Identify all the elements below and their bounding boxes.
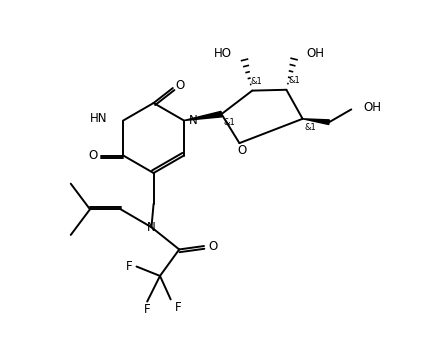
Text: &1: &1: [249, 77, 261, 86]
Text: N: N: [147, 221, 156, 234]
Text: OH: OH: [362, 101, 381, 114]
Text: HO: HO: [213, 48, 231, 60]
Text: F: F: [175, 301, 181, 313]
Text: &1: &1: [288, 76, 300, 85]
Text: &1: &1: [304, 123, 316, 132]
Polygon shape: [184, 111, 221, 120]
Text: &1: &1: [223, 118, 235, 127]
Text: F: F: [144, 303, 150, 316]
Text: HN: HN: [89, 112, 107, 125]
Text: OH: OH: [305, 47, 323, 60]
Text: O: O: [175, 80, 185, 92]
Text: O: O: [237, 144, 246, 157]
Text: N: N: [189, 114, 197, 127]
Text: O: O: [207, 240, 217, 252]
Text: F: F: [125, 260, 132, 273]
Polygon shape: [302, 119, 329, 125]
Text: O: O: [88, 149, 97, 162]
